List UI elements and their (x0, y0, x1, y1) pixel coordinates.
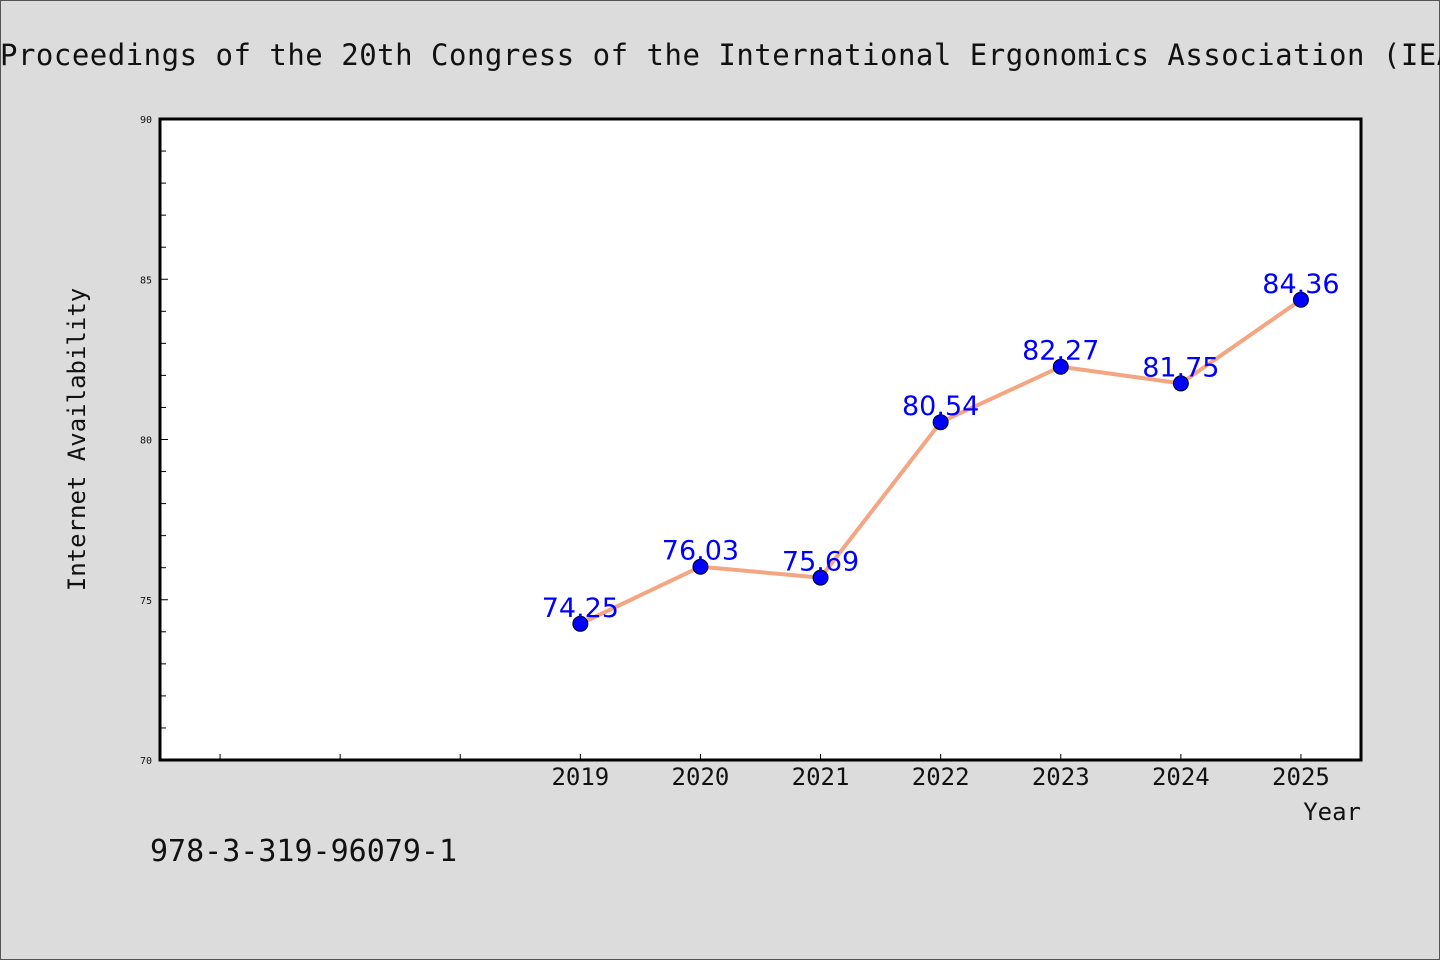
x-tick-label: 2025 (1272, 763, 1330, 791)
data-point (572, 615, 589, 632)
data-label: 84.36 (1262, 269, 1339, 300)
x-tick-label: 2023 (1032, 763, 1090, 791)
x-tick-label: 2021 (792, 763, 850, 791)
y-tick-label: 80 (140, 436, 152, 447)
data-point (812, 569, 829, 586)
y-axis-label: Internet Availability (63, 288, 91, 591)
data-point (1052, 358, 1069, 375)
x-axis-label: Year (1303, 798, 1361, 826)
y-tick-label: 70 (140, 756, 152, 767)
data-label: 74.25 (542, 593, 619, 624)
page-title: Proceedings of the 20th Congress of the … (0, 38, 1440, 72)
data-label: 76.03 (662, 536, 739, 567)
data-point (1292, 291, 1309, 308)
isbn-text: 978-3-319-96079-1 (150, 834, 458, 869)
data-label: 81.75 (1142, 352, 1219, 383)
y-tick-label: 75 (140, 596, 152, 607)
x-tick-label: 2020 (672, 763, 730, 791)
data-point (932, 414, 949, 431)
x-tick-label: 2022 (912, 763, 970, 791)
data-point (1172, 375, 1189, 392)
y-tick-label: 85 (140, 275, 152, 286)
data-point (692, 558, 709, 575)
data-label: 80.54 (902, 391, 979, 422)
x-tick-label: 2019 (551, 763, 609, 791)
plot-area (158, 117, 1363, 762)
series-layer: 74.25 76.03 75.69 80.54 82.27 81.75 84.36 (542, 269, 1340, 632)
y-tick-label: 90 (140, 115, 152, 126)
data-label: 75.69 (782, 547, 859, 578)
x-tick-label: 2024 (1152, 763, 1210, 791)
x-axis: 2019 2020 2021 2022 2023 2024 2025 (219, 754, 1330, 791)
y-axis: 70 75 80 85 90 (140, 115, 168, 767)
data-label: 82.27 (1022, 336, 1099, 367)
